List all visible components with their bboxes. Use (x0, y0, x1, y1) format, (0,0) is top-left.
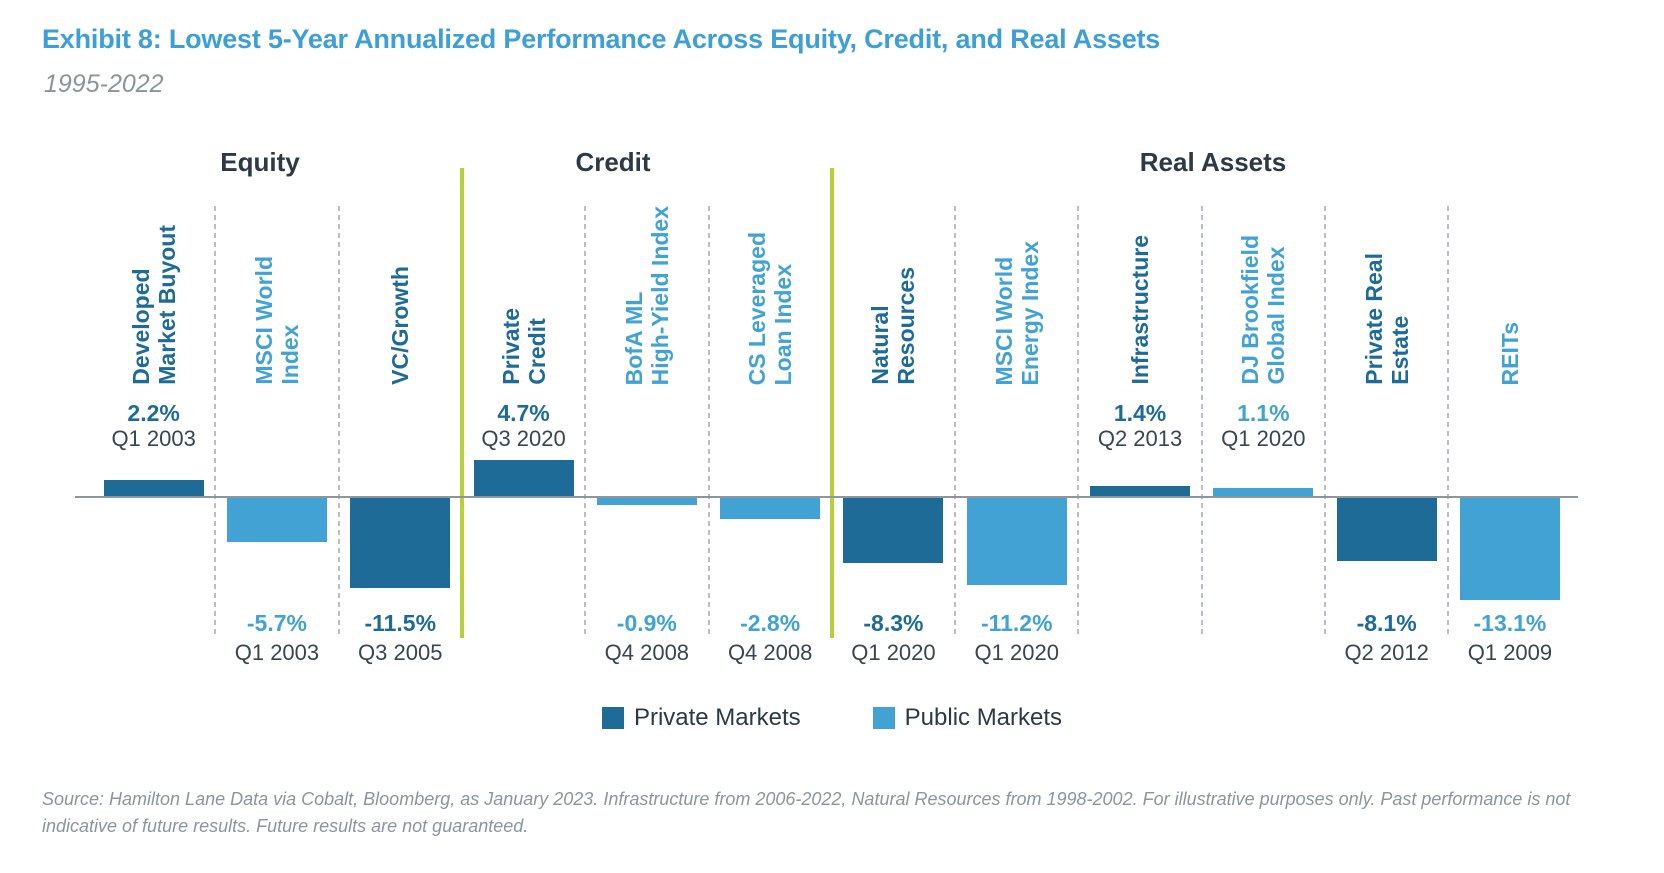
period-label-msci-world-energy-index: Q1 2020 (974, 640, 1059, 665)
section-divider-line (829, 168, 834, 638)
bar-bofa-ml-high-yield-index (596, 497, 697, 505)
dashed-separator (1200, 206, 1203, 638)
public-markets-swatch-icon (872, 707, 895, 729)
section-header-real-assets: Real Assets (1139, 147, 1287, 177)
value-label-reits: -13.1% (1473, 610, 1547, 636)
column-label-text: REITs (1496, 321, 1523, 385)
period-label-dj-brookfield-global-index: Q1 2020 (1221, 426, 1306, 451)
column-label-text: BofA ML High-Yield Index (620, 205, 673, 385)
bar-infrastructure (1090, 485, 1191, 497)
period-label-private-real-estate: Q2 2012 (1344, 640, 1429, 665)
column-label-private-real-estate: Private Real Estate (1332, 200, 1442, 385)
value-label-cs-leveraged-loan-index: -2.8% (740, 610, 801, 636)
chart-subtitle: 1995-2022 (44, 70, 164, 98)
value-label-msci-world-energy-index: -11.2% (980, 610, 1053, 636)
column-label-text: Developed Market Buyout (127, 225, 180, 385)
column-label-developed-market-buyout: Developed Market Buyout (99, 200, 209, 385)
period-label-bofa-ml-high-yield-index: Q4 2008 (604, 640, 690, 665)
column-label-reits: REITs (1455, 200, 1565, 385)
period-label-reits: Q1 2009 (1467, 640, 1553, 665)
column-label-text: VC/Growth (387, 266, 414, 385)
column-label-dj-brookfield-global-index: DJ Brookfield Global Index (1208, 200, 1318, 385)
column-label-text: MSCI World Energy Index (990, 240, 1043, 385)
dashed-separator (707, 206, 710, 638)
bar-natural-resources (843, 497, 944, 563)
value-label-dj-brookfield-global-index: 1.1% (1237, 400, 1290, 426)
period-label-infrastructure: Q2 2013 (1097, 426, 1183, 451)
dashed-separator (1077, 206, 1080, 638)
column-label-cs-leveraged-loan-index: CS Leveraged Loan Index (715, 200, 825, 385)
column-label-bofa-ml-high-yield-index: BofA ML High-Yield Index (592, 200, 702, 385)
column-label-text: DJ Brookfield Global Index (1237, 235, 1290, 385)
column-label-text: Infrastructure (1127, 235, 1154, 385)
dashed-separator (954, 206, 957, 638)
column-label-natural-resources: Natural Resources (838, 200, 948, 385)
dashed-separator (214, 206, 217, 638)
source-note: Source: Hamilton Lane Data via Cobalt, B… (42, 789, 1571, 836)
dashed-separator (584, 206, 587, 638)
chart-legend: Private Markets Public Markets (0, 704, 1664, 732)
column-label-private-credit: Private Credit (469, 200, 579, 385)
legend-item-private-markets: Private Markets (601, 704, 801, 732)
column-label-text: MSCI World Index (250, 256, 303, 385)
column-label-text: Private Credit (497, 308, 550, 385)
value-label-developed-market-buyout: 2.2% (127, 400, 180, 426)
dashed-separator (337, 206, 340, 638)
column-label-msci-world-energy-index: MSCI World Energy Index (962, 200, 1072, 385)
value-label-vc-growth: -11.5% (364, 610, 437, 636)
legend-label: Private Markets (633, 704, 801, 731)
private-markets-swatch-icon (601, 707, 624, 729)
column-label-text: Private Real Estate (1360, 253, 1413, 385)
bar-private-real-estate (1336, 497, 1437, 561)
column-label-vc-growth: VC/Growth (345, 200, 455, 385)
period-label-cs-leveraged-loan-index: Q4 2008 (727, 640, 813, 665)
bar-developed-market-buyout (103, 479, 204, 497)
bar-msci-world-index (226, 497, 327, 543)
column-label-text: CS Leveraged Loan Index (744, 231, 797, 385)
bar-msci-world-energy-index (966, 497, 1067, 586)
legend-label: Public Markets (904, 704, 1063, 731)
bar-vc-growth (350, 497, 451, 588)
bar-private-credit (473, 459, 574, 497)
period-label-msci-world-index: Q1 2003 (234, 640, 320, 665)
zero-axis-line (75, 496, 1578, 498)
dashed-separator (1324, 206, 1326, 638)
bar-cs-leveraged-loan-index (720, 497, 821, 520)
value-label-natural-resources: -8.3% (863, 610, 924, 636)
period-label-natural-resources: Q1 2020 (851, 640, 936, 665)
column-label-msci-world-index: MSCI World Index (222, 200, 332, 385)
bar-reits (1459, 497, 1560, 601)
value-label-private-credit: 4.7% (497, 400, 550, 426)
section-header-equity: Equity (220, 147, 300, 177)
period-label-private-credit: Q3 2020 (481, 426, 566, 451)
value-label-private-real-estate: -8.1% (1356, 610, 1417, 636)
value-label-bofa-ml-high-yield-index: -0.9% (616, 610, 677, 636)
dashed-separator (1447, 206, 1450, 638)
chart-title: Exhibit 8: Lowest 5-Year Annualized Perf… (42, 24, 1161, 54)
section-header-credit: Credit (575, 147, 651, 177)
section-divider-line (459, 168, 464, 638)
legend-item-public-markets: Public Markets (872, 704, 1063, 732)
column-label-infrastructure: Infrastructure (1085, 200, 1195, 385)
value-label-msci-world-index: -5.7% (246, 610, 307, 636)
value-label-infrastructure: 1.4% (1113, 400, 1167, 426)
period-label-developed-market-buyout: Q1 2003 (111, 426, 196, 451)
period-label-vc-growth: Q3 2005 (358, 640, 443, 665)
bar-dj-brookfield-global-index (1213, 488, 1314, 497)
column-label-text: Natural Resources (867, 267, 920, 385)
